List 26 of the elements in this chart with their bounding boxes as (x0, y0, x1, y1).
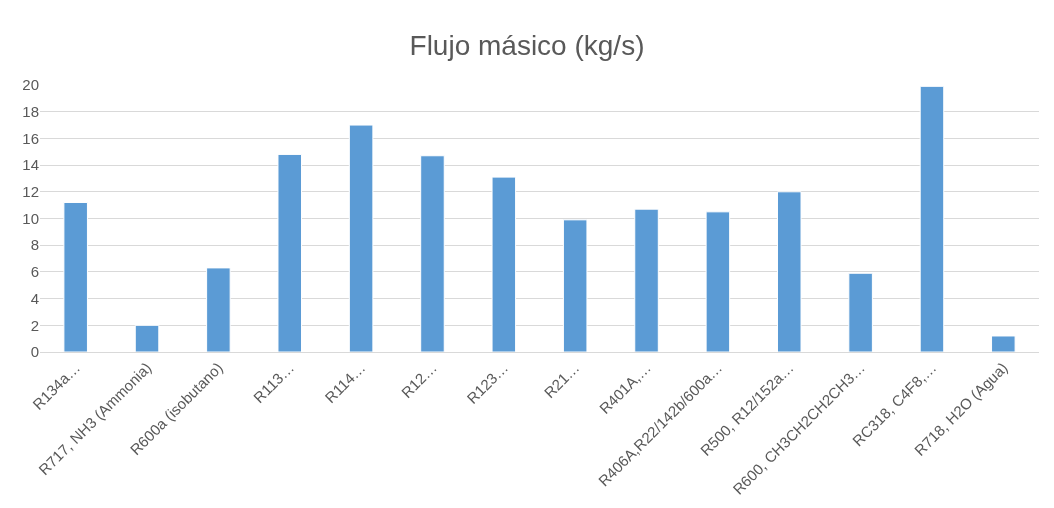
y-tick-label: 8 (30, 236, 39, 254)
bar (134, 324, 160, 352)
bar (634, 208, 659, 352)
bar (848, 272, 873, 352)
bar (705, 211, 731, 352)
y-tick-label: 6 (30, 263, 39, 281)
bar (206, 267, 231, 352)
y-tick-label: 10 (22, 209, 39, 227)
y-tick-label: 20 (22, 76, 39, 94)
bar (63, 201, 88, 352)
y-tick-label: 2 (30, 316, 39, 334)
bar (776, 191, 802, 352)
y-tick-label: 12 (22, 183, 39, 201)
bar (562, 219, 588, 352)
chart-title: Flujo másico (kg/s) (409, 30, 645, 62)
y-tick-label: 14 (22, 156, 39, 174)
bar (991, 335, 1016, 352)
bar (919, 85, 945, 352)
bar (491, 176, 517, 352)
bar (348, 124, 374, 352)
y-tick-label: 16 (22, 129, 39, 147)
y-tick-label: 18 (22, 102, 39, 120)
bar (277, 153, 303, 352)
bar (420, 155, 445, 352)
y-tick-label: 4 (30, 289, 39, 307)
y-tick-label: 0 (30, 343, 39, 361)
